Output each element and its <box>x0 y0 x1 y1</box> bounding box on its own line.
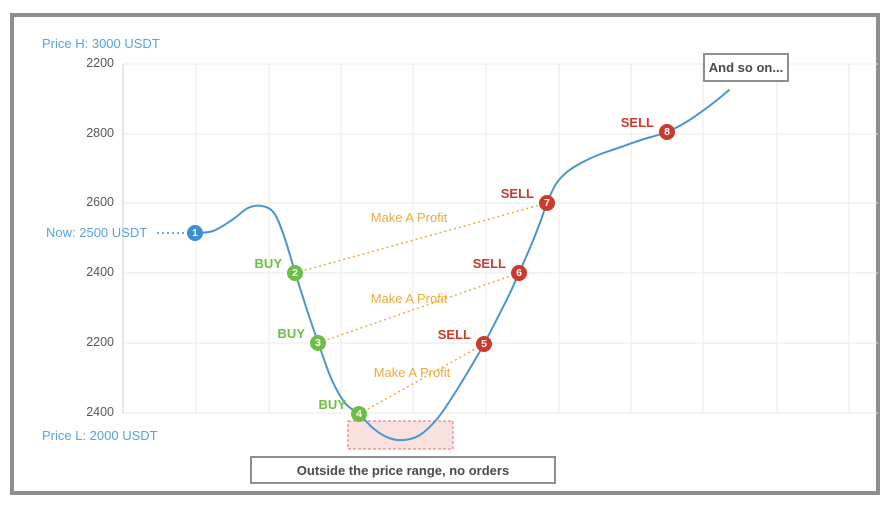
no-order-zone <box>347 420 454 450</box>
marker-5: 5 <box>476 336 492 352</box>
marker-1: 1 <box>187 225 203 241</box>
and-so-on-box: And so on... <box>703 53 789 82</box>
marker-6: 6 <box>511 265 527 281</box>
profit-link-line <box>317 272 520 344</box>
y-tick-label: 2400 <box>86 405 114 419</box>
marker-4: 4 <box>351 406 367 422</box>
outside-range-box: Outside the price range, no orders <box>250 456 556 484</box>
price-curve <box>194 89 730 442</box>
make-a-profit-label: Make A Profit <box>370 210 448 225</box>
sell-label-7: SELL <box>500 186 534 201</box>
y-tick-label: 2600 <box>86 195 114 209</box>
y-tick-label: 2800 <box>86 126 114 140</box>
y-tick-label: 2400 <box>86 265 114 279</box>
sell-label-6: SELL <box>472 256 506 271</box>
marker-8: 8 <box>659 124 675 140</box>
marker-3: 3 <box>310 335 326 351</box>
profit-link-line <box>294 202 548 274</box>
y-tick-label: 2200 <box>86 56 114 70</box>
make-a-profit-label: Make A Profit <box>373 365 451 380</box>
now-price-label: Now: 2500 USDT <box>46 225 148 240</box>
sell-label-5: SELL <box>437 327 471 342</box>
marker-2: 2 <box>287 265 303 281</box>
marker-7: 7 <box>539 195 555 211</box>
make-a-profit-label: Make A Profit <box>370 291 448 306</box>
outer-frame <box>10 13 880 495</box>
buy-label-2: BUY <box>254 256 282 271</box>
sell-label-8: SELL <box>620 115 654 130</box>
y-tick-label: 2200 <box>86 335 114 349</box>
buy-label-3: BUY <box>277 326 305 341</box>
profit-link-line <box>358 343 485 415</box>
price-low-label: Price L: 2000 USDT <box>42 428 158 443</box>
price-high-label: Price H: 3000 USDT <box>42 36 160 51</box>
buy-label-4: BUY <box>318 397 346 412</box>
